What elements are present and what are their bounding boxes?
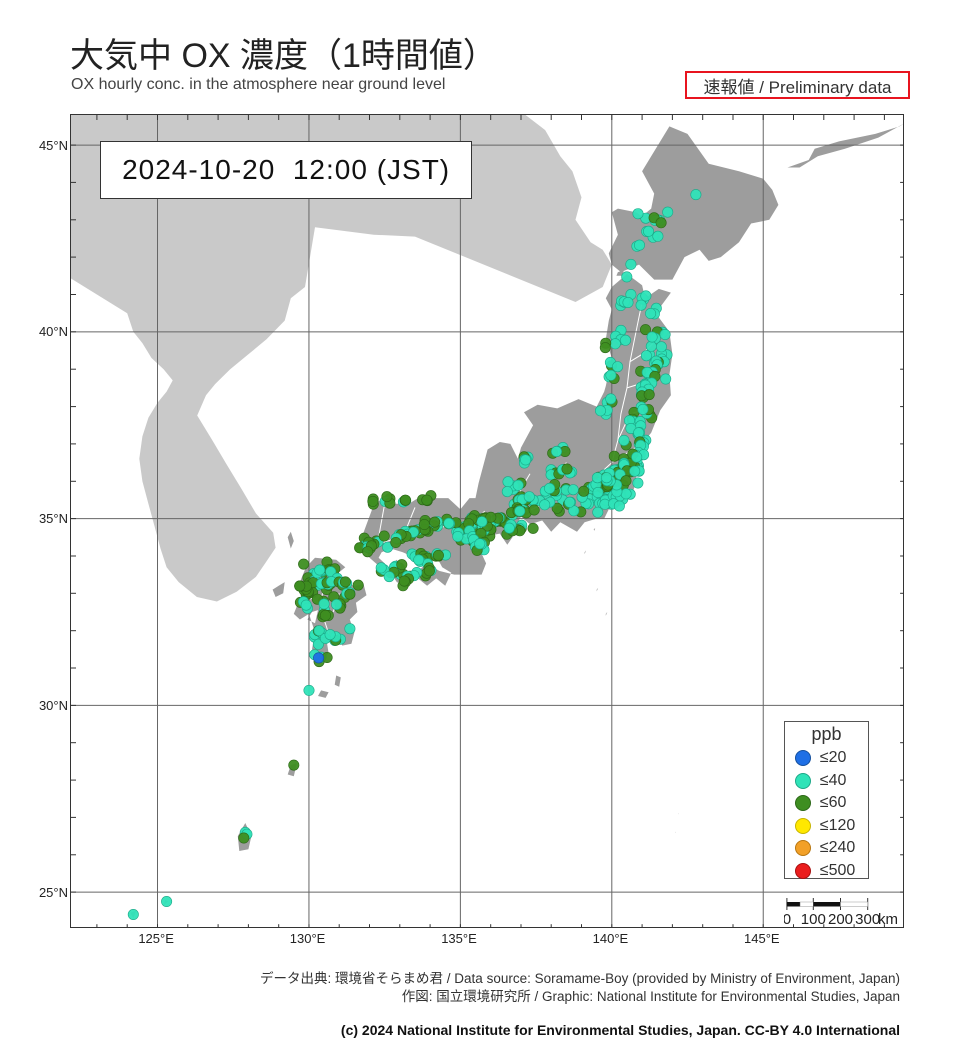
svg-text:km: km bbox=[878, 911, 898, 928]
svg-text:200: 200 bbox=[827, 911, 852, 928]
svg-text:100: 100 bbox=[800, 911, 825, 928]
svg-text:300: 300 bbox=[855, 911, 880, 928]
svg-text:0: 0 bbox=[784, 911, 791, 928]
